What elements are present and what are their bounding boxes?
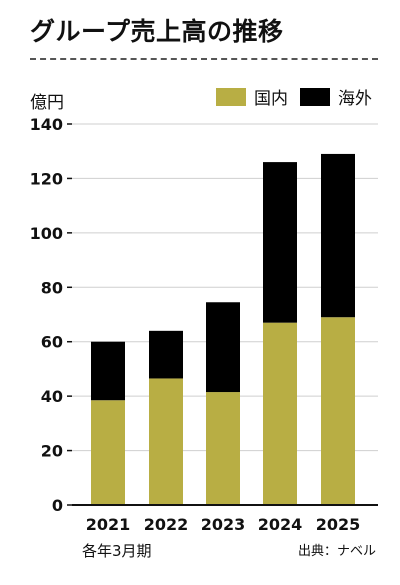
y-axis-tick-label: 140 (30, 115, 63, 134)
legend-swatch-domestic (216, 87, 246, 106)
bar-segment-domestic (263, 322, 297, 505)
y-axis-tick-label: 120 (30, 169, 63, 188)
y-axis-tick-label: 80 (41, 278, 63, 297)
bar-segment-domestic (149, 378, 183, 505)
bar-segment-domestic (206, 392, 240, 505)
y-axis-unit-label: 億円 (30, 93, 64, 113)
y-axis-tick-label: 100 (30, 224, 63, 243)
bar-segment-overseas (263, 162, 297, 323)
legend-item-domestic: 国内 (216, 84, 288, 109)
bar-segment-overseas (149, 330, 183, 379)
bar-segment-overseas (91, 341, 125, 401)
bar-segment-overseas (321, 153, 355, 318)
fiscal-period-note: 各年3月期 (82, 542, 152, 560)
y-axis-tick-label: 0 (52, 496, 63, 515)
title-divider (30, 58, 378, 60)
x-axis-tick-label: 2022 (144, 515, 189, 534)
source-note: 出典：ナベル (297, 544, 376, 559)
bar-segment-domestic (321, 317, 355, 505)
x-axis-tick-label: 2025 (316, 515, 361, 534)
legend-label-domestic: 国内 (254, 89, 288, 109)
legend-item-overseas: 海外 (300, 84, 372, 109)
y-axis-tick-label: 20 (41, 442, 63, 461)
bar-segment-overseas (206, 302, 240, 393)
x-axis-tick-label: 2024 (258, 515, 303, 534)
y-axis-tick-label: 60 (41, 333, 63, 352)
chart-legend: 国内 海外 (216, 84, 372, 109)
x-axis-tick-label: 2021 (86, 515, 131, 534)
legend-label-overseas: 海外 (338, 89, 372, 109)
x-axis-tick-label: 2023 (201, 515, 246, 534)
bar-segment-domestic (91, 400, 125, 505)
y-axis-tick-label: 40 (41, 387, 63, 406)
legend-swatch-overseas (300, 87, 330, 106)
chart-title: グループ売上高の推移 (30, 17, 284, 46)
